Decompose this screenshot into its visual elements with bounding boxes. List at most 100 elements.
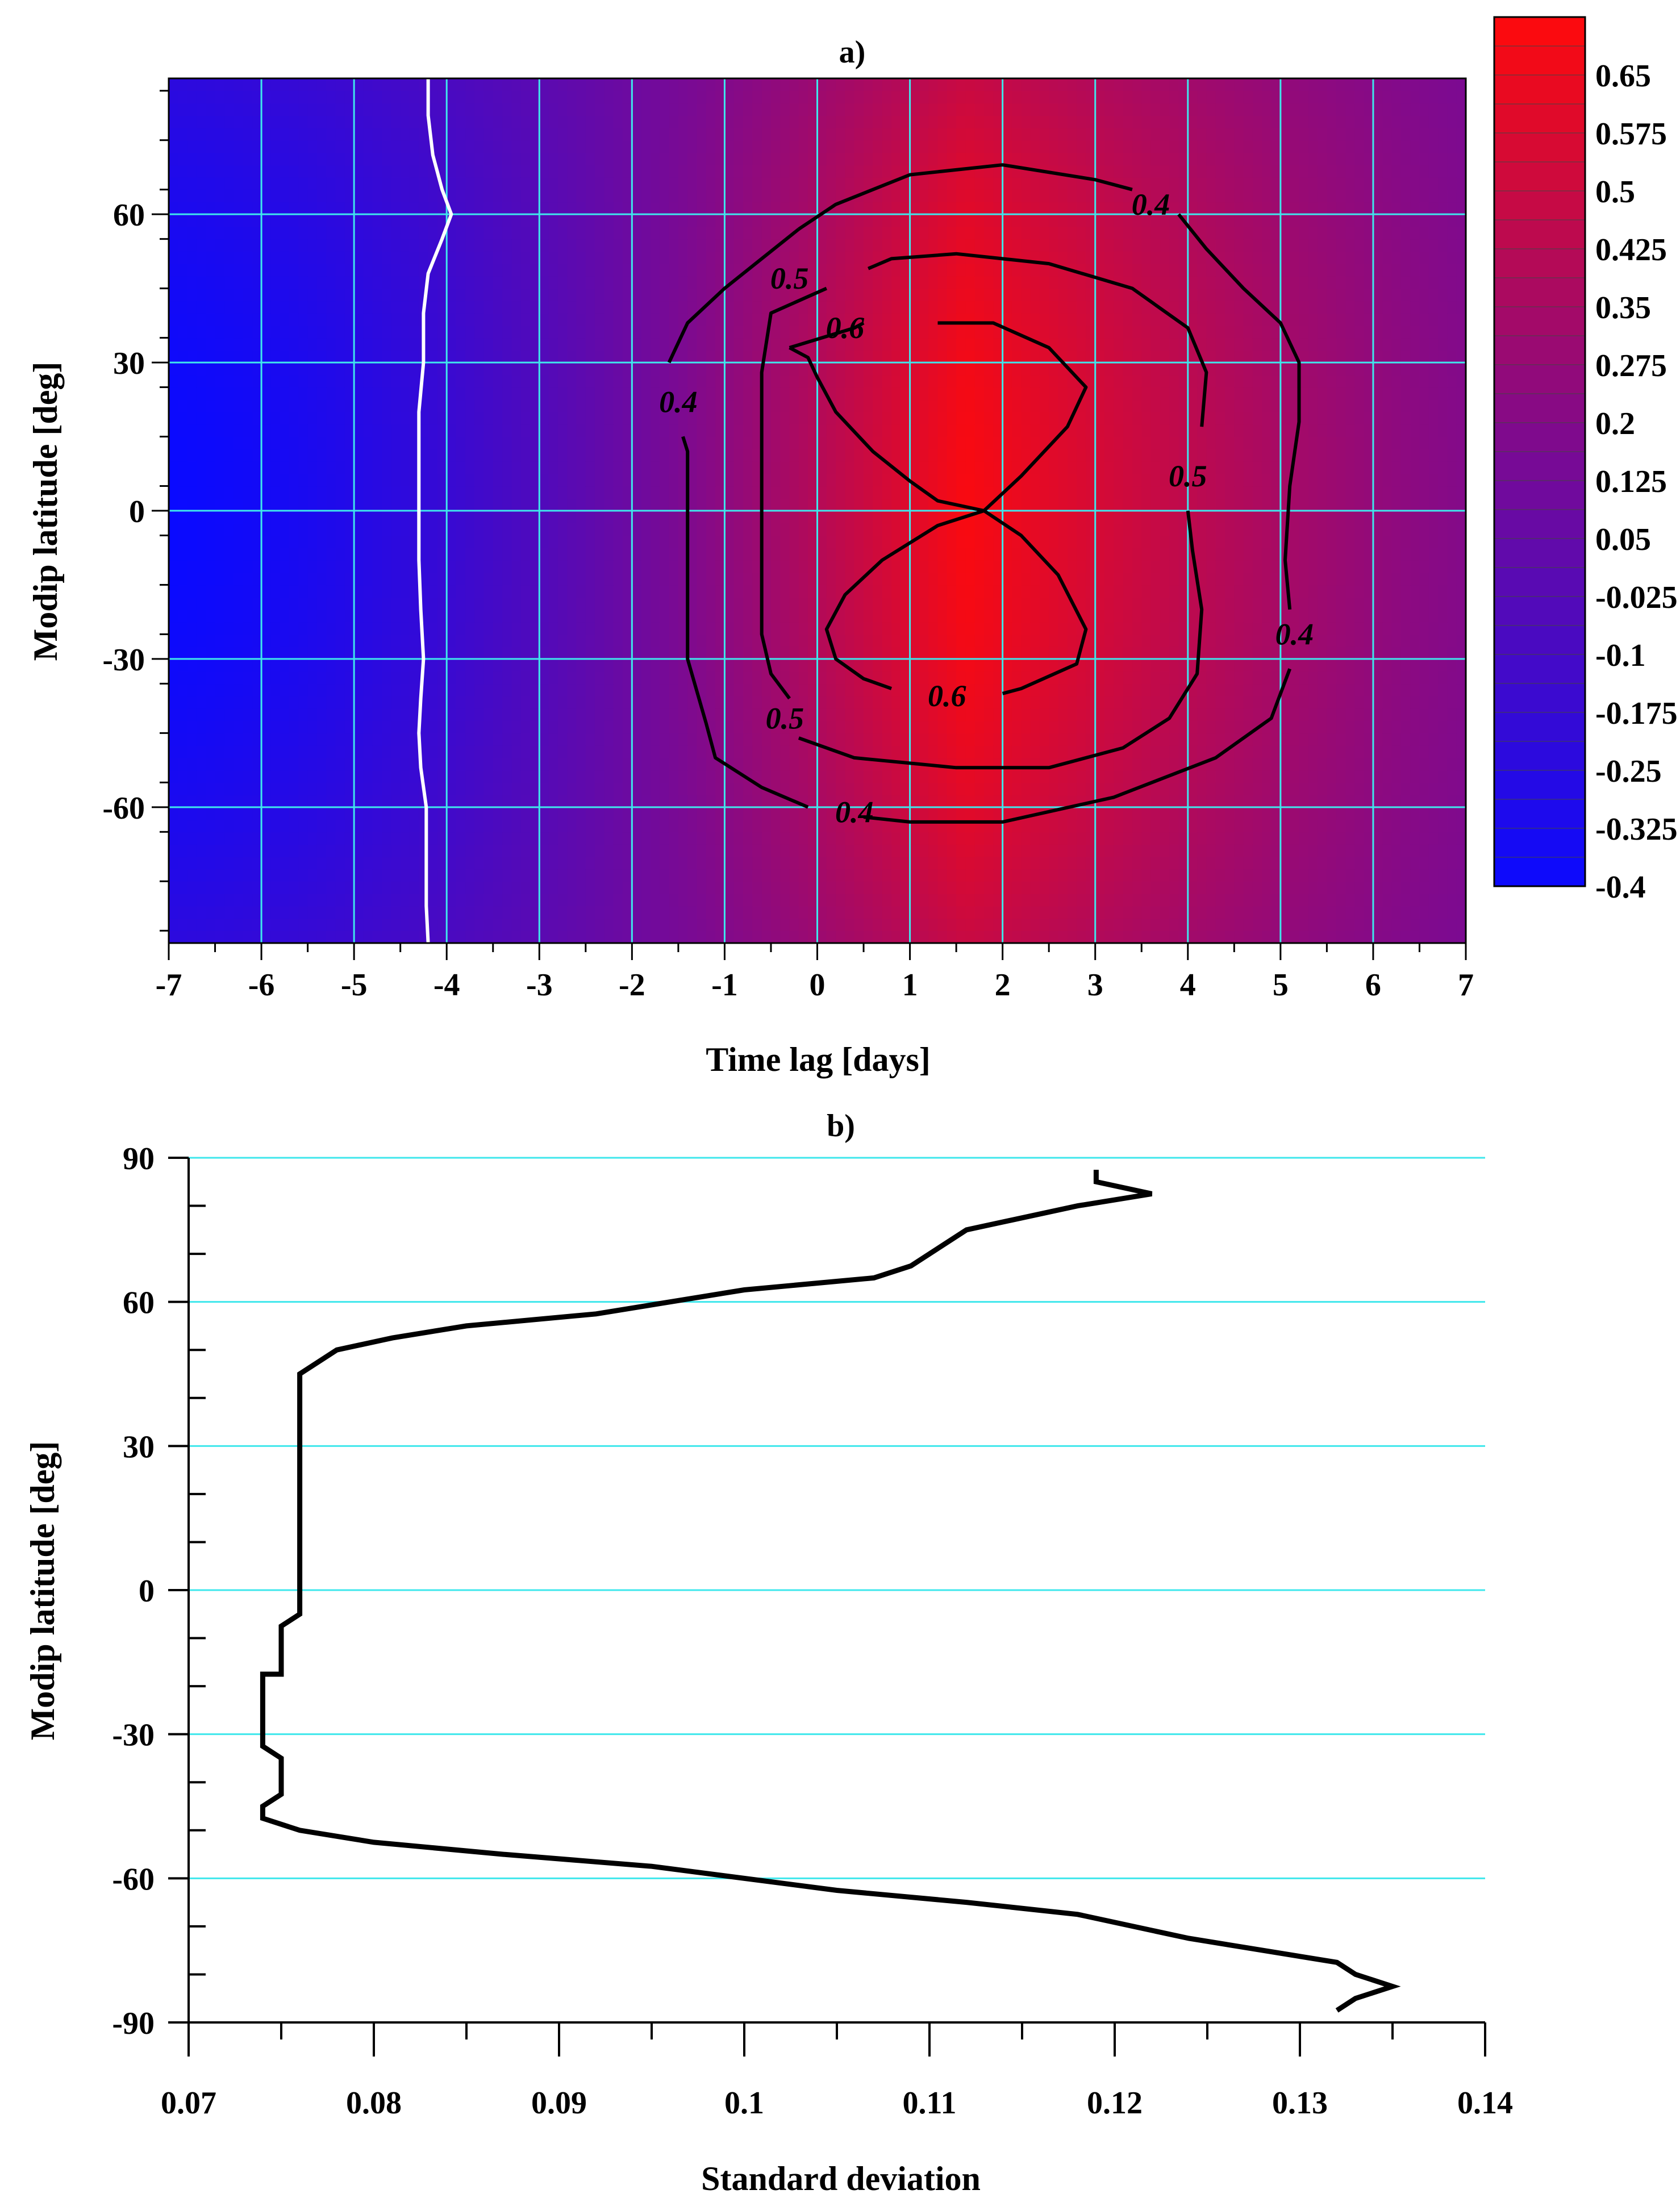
heatmap-cell	[623, 622, 633, 635]
heatmap-cell	[307, 745, 318, 758]
heatmap-cell	[196, 585, 206, 598]
heatmap-cell	[752, 276, 762, 289]
heatmap-cell	[641, 436, 651, 449]
heatmap-cell	[669, 807, 679, 820]
heatmap-cell	[474, 165, 485, 178]
heatmap-cell	[354, 585, 364, 598]
heatmap-cell	[623, 140, 633, 153]
heatmap-cell	[623, 511, 633, 524]
heatmap-cell	[363, 152, 373, 165]
heatmap-cell	[437, 424, 447, 437]
heatmap-cell	[382, 301, 392, 314]
heatmap-cell	[576, 696, 586, 709]
heatmap-cell	[289, 819, 299, 833]
heatmap-cell	[215, 609, 225, 623]
heatmap-cell	[289, 646, 299, 660]
heatmap-cell	[604, 745, 614, 758]
heatmap-cell	[326, 337, 336, 351]
heatmap-cell	[687, 288, 698, 302]
heatmap-cell	[780, 708, 790, 721]
heatmap-cell	[789, 202, 799, 215]
heatmap-cell	[169, 795, 179, 808]
heatmap-cell	[196, 226, 206, 240]
heatmap-cell	[548, 585, 558, 598]
heatmap-cell	[798, 523, 808, 536]
heatmap-cell	[660, 276, 670, 289]
heatmap-cell	[224, 807, 234, 820]
heatmap-cell	[456, 103, 466, 116]
heatmap-cell	[780, 646, 790, 660]
heatmap-cell	[715, 128, 726, 141]
heatmap-cell	[169, 560, 179, 573]
heatmap-cell	[234, 523, 244, 536]
heatmap-cell	[243, 683, 253, 696]
heatmap-cell	[789, 894, 799, 907]
heatmap-cell	[447, 622, 457, 635]
heatmap-cell	[382, 523, 392, 536]
heatmap-cell	[335, 362, 345, 376]
heatmap-cell	[817, 177, 827, 190]
heatmap-cell	[651, 634, 661, 647]
heatmap-cell	[234, 745, 244, 758]
heatmap-cell	[733, 486, 744, 499]
heatmap-cell	[224, 894, 234, 907]
heatmap-cell	[539, 819, 549, 833]
heatmap-cell	[493, 795, 503, 808]
heatmap-cell	[243, 856, 253, 870]
heatmap-cell	[724, 103, 735, 116]
heatmap-cell	[428, 720, 438, 734]
heatmap-cell	[307, 511, 318, 524]
heatmap-cell	[280, 548, 290, 561]
heatmap-cell	[613, 671, 623, 685]
heatmap-cell	[743, 720, 753, 734]
heatmap-cell	[187, 337, 197, 351]
heatmap-cell	[632, 696, 642, 709]
heatmap-cell	[280, 832, 290, 845]
heatmap-cell	[493, 856, 503, 870]
heatmap-cell	[557, 634, 568, 647]
heatmap-cell	[474, 869, 485, 882]
heatmap-cell	[270, 461, 281, 474]
heatmap-cell	[780, 461, 790, 474]
heatmap-cell	[289, 288, 299, 302]
heatmap-cell	[196, 894, 206, 907]
heatmap-cell	[437, 128, 447, 141]
heatmap-cell	[474, 757, 485, 771]
heatmap-cell	[789, 720, 799, 734]
heatmap-cell	[493, 350, 503, 363]
heatmap-cell	[520, 325, 531, 339]
heatmap-cell	[651, 424, 661, 437]
heatmap-cell	[234, 288, 244, 302]
heatmap-cell	[252, 449, 262, 462]
heatmap-cell	[706, 399, 716, 412]
heatmap-cell	[613, 152, 623, 165]
heatmap-cell	[326, 486, 336, 499]
heatmap-cell	[567, 90, 577, 104]
heatmap-cell	[595, 226, 605, 240]
heatmap-cell	[298, 634, 309, 647]
heatmap-cell	[808, 412, 818, 425]
heatmap-cell	[187, 325, 197, 339]
heatmap-cell	[196, 782, 206, 795]
heatmap-cell	[669, 795, 679, 808]
heatmap-cell	[715, 683, 726, 696]
heatmap-cell	[743, 424, 753, 437]
heatmap-cell	[474, 424, 485, 437]
heatmap-cell	[354, 807, 364, 820]
heatmap-cell	[530, 165, 540, 178]
heatmap-cell	[641, 350, 651, 363]
heatmap-cell	[270, 498, 281, 511]
heatmap-cell	[437, 757, 447, 771]
heatmap-cell	[289, 696, 299, 709]
heatmap-cell	[530, 646, 540, 660]
heatmap-cell	[465, 264, 475, 277]
heatmap-cell	[410, 78, 420, 91]
heatmap-cell	[400, 78, 410, 91]
heatmap-cell	[604, 609, 614, 623]
heatmap-cell	[465, 103, 475, 116]
heatmap-cell	[780, 189, 790, 203]
heatmap-cell	[613, 832, 623, 845]
heatmap-cell	[298, 461, 309, 474]
heatmap-cell	[178, 720, 188, 734]
heatmap-cell	[456, 535, 466, 548]
